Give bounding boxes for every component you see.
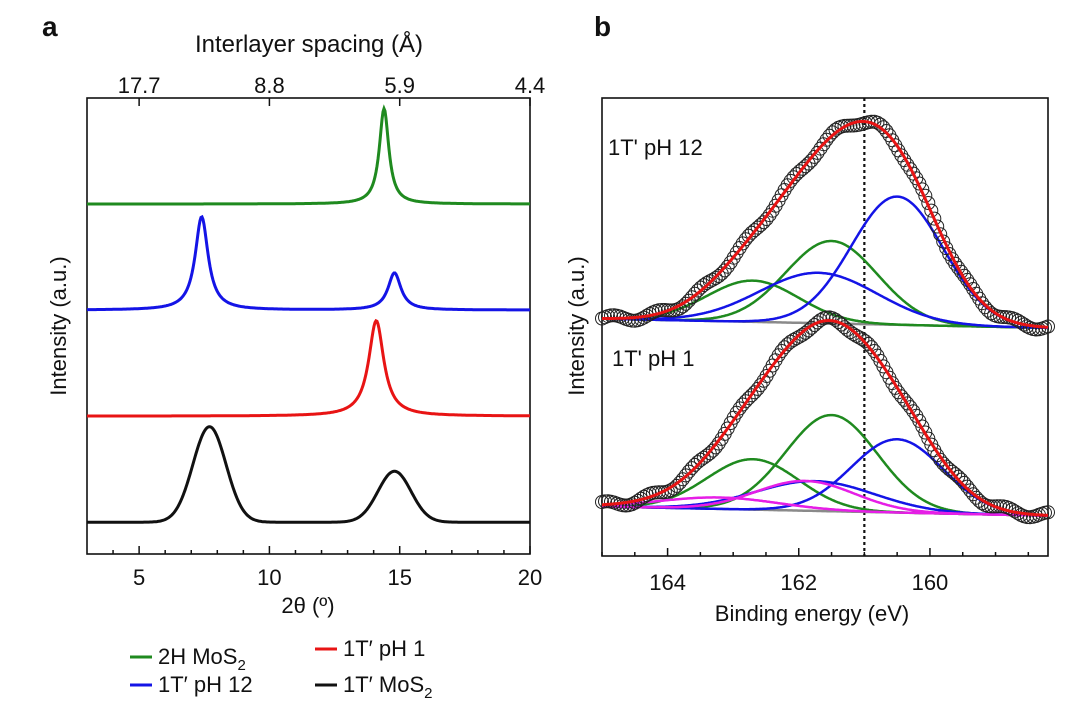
data-point (598, 494, 612, 509)
top-tick-label: 4.4 (515, 73, 546, 98)
panel-a-legend: 2H MoS2 1T′ pH 1 1T′ pH 12 1T′ MoS2 (130, 636, 433, 702)
data-point (936, 234, 951, 249)
component-peak (602, 195, 1048, 329)
fit-envelope (602, 319, 1049, 517)
series-line (87, 425, 530, 524)
data-point (747, 385, 762, 400)
x-tick-label: 20 (518, 565, 542, 590)
component-peak (601, 438, 1049, 517)
data-point (996, 310, 1011, 324)
x-tick-label: 160 (912, 570, 949, 595)
data-point (702, 446, 717, 461)
panel-a-frame (86, 97, 531, 555)
legend-label: 1T′ pH 1 (343, 636, 425, 661)
panel-a-x-axis-label: 2θ (º) (281, 593, 334, 618)
data-point (921, 196, 936, 210)
top-tick-label: 8.8 (254, 73, 285, 98)
data-point (990, 499, 1005, 514)
spectrum-label: 1T' pH 1 (612, 346, 694, 371)
data-point (927, 211, 942, 226)
data-point (604, 308, 618, 323)
data-point (924, 203, 939, 218)
legend-label: 2H MoS2 (158, 644, 246, 674)
panel-b-y-axis-label: Intensity (a.u.) (564, 256, 589, 395)
legend-label: 1T′ MoS2 (343, 672, 433, 702)
x-tick-label: 15 (387, 565, 411, 590)
data-point (651, 485, 666, 500)
panel-a-chart: Interlayer spacing (Å) 17.7 8.8 5.9 4.4 5 10… (46, 30, 545, 702)
x-tick-label: 5 (133, 565, 145, 590)
x-tick-label: 164 (649, 570, 686, 595)
panel-a-y-axis-label: Intensity (a.u.) (46, 256, 71, 395)
data-point (750, 220, 765, 235)
x-tick-label: 162 (780, 570, 817, 595)
legend-label: 1T′ pH 12 (158, 672, 253, 697)
data-point (1041, 505, 1055, 520)
panel-a-letter: a (42, 11, 58, 42)
data-point (1020, 510, 1034, 525)
series-line (87, 104, 530, 206)
panel-b-x-axis-label: Binding energy (eV) (715, 601, 909, 626)
data-point (819, 310, 834, 325)
data-point (930, 219, 945, 234)
top-tick-label: 17.7 (118, 73, 161, 98)
data-point (840, 118, 855, 133)
component-peak (602, 496, 1048, 517)
data-point (918, 425, 933, 440)
data-point (705, 443, 720, 458)
x-tick-label: 10 (257, 565, 281, 590)
component-peak (602, 271, 1048, 330)
panel-b-chart: 164 162 160 1T' pH 12 1T' pH 1 Intensity (a… (564, 97, 1055, 626)
series-line (87, 318, 530, 418)
panel-a-top-axis-title: Interlayer spacing (Å) (195, 30, 423, 58)
data-point (933, 227, 948, 242)
top-tick-label: 5.9 (384, 73, 415, 98)
spectrum-label: 1T' pH 12 (608, 135, 703, 160)
panel-b-letter: b (594, 11, 611, 42)
data-point (987, 499, 1002, 514)
fit-envelope (602, 119, 1049, 329)
series-line (87, 214, 530, 312)
data-point (969, 490, 984, 505)
